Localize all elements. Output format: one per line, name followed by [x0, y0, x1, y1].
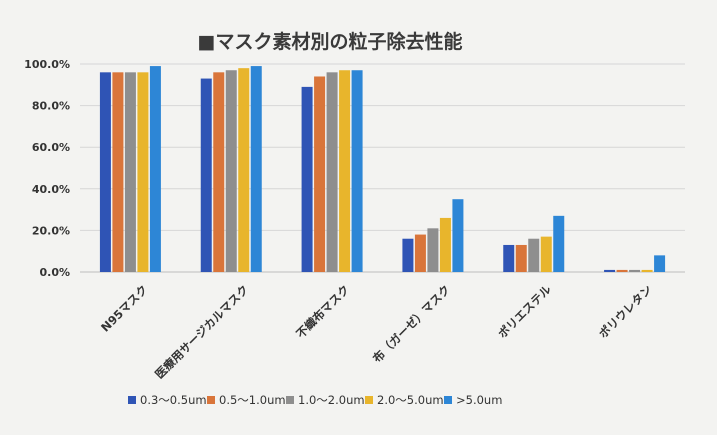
legend-label: 0.3～0.5um	[140, 393, 207, 407]
y-tick-label: 40.0%	[32, 183, 70, 196]
gridlines	[80, 63, 685, 273]
y-tick-label: 60.0%	[32, 141, 70, 154]
y-tick-label: 100.0%	[24, 58, 70, 71]
bar	[112, 72, 124, 272]
bar	[351, 70, 363, 273]
legend-swatch	[286, 396, 294, 404]
bar	[402, 238, 414, 272]
bar	[301, 86, 313, 272]
legend-label: 1.0～2.0um	[298, 393, 365, 407]
bar	[149, 66, 161, 272]
bars	[99, 66, 666, 273]
bar	[99, 72, 111, 272]
bar	[439, 217, 451, 272]
y-tick-label: 0.0%	[39, 266, 70, 279]
chart-title: ■マスク素材別の粒子除去性能	[198, 30, 463, 53]
bar	[250, 66, 262, 272]
bar	[339, 70, 351, 273]
legend-label: 2.0～5.0um	[377, 393, 444, 407]
bar	[528, 238, 540, 272]
legend-swatch	[128, 396, 136, 404]
bar	[326, 72, 338, 272]
bar	[200, 78, 212, 272]
y-tick-label: 20.0%	[32, 224, 70, 237]
bar	[515, 244, 527, 272]
bar	[213, 72, 225, 272]
bar	[604, 269, 616, 272]
bar	[654, 255, 666, 272]
bar	[503, 244, 515, 272]
bar	[452, 199, 464, 272]
bar	[553, 215, 565, 272]
legend: 0.3～0.5um 0.5～1.0um 1.0～2.0um 2.0～5.0um >5.0…	[128, 393, 502, 407]
y-tick-label: 80.0%	[32, 100, 70, 113]
bar	[225, 70, 237, 273]
bar	[540, 236, 552, 272]
bar	[137, 72, 149, 272]
bar	[238, 68, 250, 272]
bar	[641, 269, 653, 272]
legend-swatch	[444, 396, 452, 404]
legend-label: 0.5～1.0um	[219, 393, 286, 407]
legend-label: >5.0um	[456, 393, 502, 407]
bar	[414, 234, 426, 272]
bar	[427, 228, 439, 272]
bar	[124, 72, 136, 272]
bar	[616, 269, 628, 272]
bar	[629, 269, 641, 272]
y-axis-ticks: 0.0% 20.0% 40.0% 60.0% 80.0% 100.0%	[24, 58, 70, 279]
legend-swatch	[365, 396, 373, 404]
bar	[314, 76, 326, 272]
legend-swatch	[207, 396, 215, 404]
